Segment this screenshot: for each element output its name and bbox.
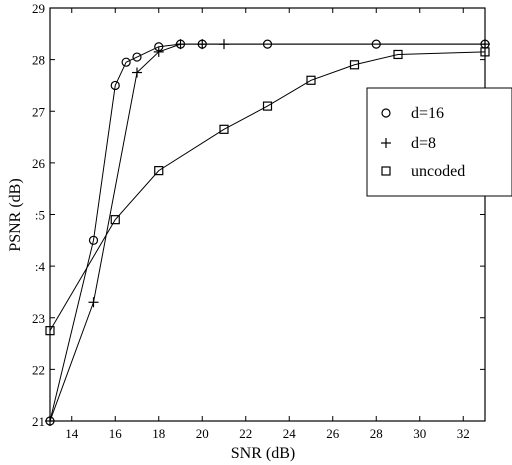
y-tick-label: 26 <box>32 156 46 171</box>
legend-label: d=8 <box>411 135 436 152</box>
x-axis: 14 16 18 20 22 24 26 28 30 32 <box>65 8 470 441</box>
y-axis-label: PSNR (dB) <box>7 178 24 251</box>
y-axis: 21 22 23 :4 :5 26 27 28 29 <box>32 1 485 429</box>
y-tick-label: 22 <box>32 362 45 377</box>
data-point-plus <box>88 297 99 308</box>
x-tick-label: 28 <box>370 426 383 441</box>
data-point-square <box>480 47 490 57</box>
data-point-circle <box>121 57 131 67</box>
legend-entry: d=8 <box>381 135 436 152</box>
x-tick-label: 14 <box>65 426 79 441</box>
data-point-circle <box>132 52 142 62</box>
legend-label: uncoded <box>411 163 465 180</box>
data-point-plus <box>219 39 229 50</box>
legend-label: d=16 <box>411 105 444 122</box>
data-point-square <box>45 326 55 336</box>
data-point-square <box>306 75 316 85</box>
plot-area <box>49 7 486 422</box>
data-point-plus <box>197 39 208 50</box>
data-point-square <box>381 166 391 176</box>
legend: d=16 d=8 uncoded <box>366 87 512 197</box>
data-point-square <box>110 215 120 225</box>
y-tick-label: :5 <box>35 208 45 223</box>
x-axis-label: SNR (dB) <box>231 445 295 462</box>
y-tick-label: :4 <box>35 259 46 274</box>
legend-entry: uncoded <box>381 163 465 180</box>
data-point-circle <box>110 80 120 91</box>
y-tick-label: 27 <box>32 104 46 119</box>
data-point-square <box>262 101 273 111</box>
x-tick-label: 22 <box>239 426 252 441</box>
y-tick-label: 28 <box>32 53 45 68</box>
x-tick-label: 18 <box>152 426 165 441</box>
x-tick-label: 32 <box>457 426 470 441</box>
data-point-circle <box>381 108 391 118</box>
y-tick-label: 21 <box>32 414 45 429</box>
x-tick-label: 20 <box>196 426 209 441</box>
data-point-plus <box>45 416 55 426</box>
y-tick-label: 29 <box>32 1 45 16</box>
data-point-plus <box>381 138 391 148</box>
series-plus <box>45 39 490 426</box>
x-tick-label: 16 <box>109 426 123 441</box>
legend-box <box>366 87 512 197</box>
data-point-plus <box>175 39 186 50</box>
series-line <box>49 51 486 331</box>
data-point-circle <box>88 235 99 245</box>
series-square <box>45 47 490 336</box>
series-layer <box>45 39 490 426</box>
x-tick-label: 30 <box>413 426 426 441</box>
data-point-plus <box>153 46 164 57</box>
legend-entry: d=16 <box>381 105 444 122</box>
x-tick-label: 24 <box>283 426 297 441</box>
data-point-square <box>219 124 229 134</box>
data-point-plus <box>132 67 142 78</box>
data-point-square <box>393 49 403 60</box>
x-tick-label: 26 <box>326 426 340 441</box>
data-point-square <box>349 60 360 70</box>
data-point-square <box>154 166 164 176</box>
y-tick-label: 23 <box>32 311 45 326</box>
